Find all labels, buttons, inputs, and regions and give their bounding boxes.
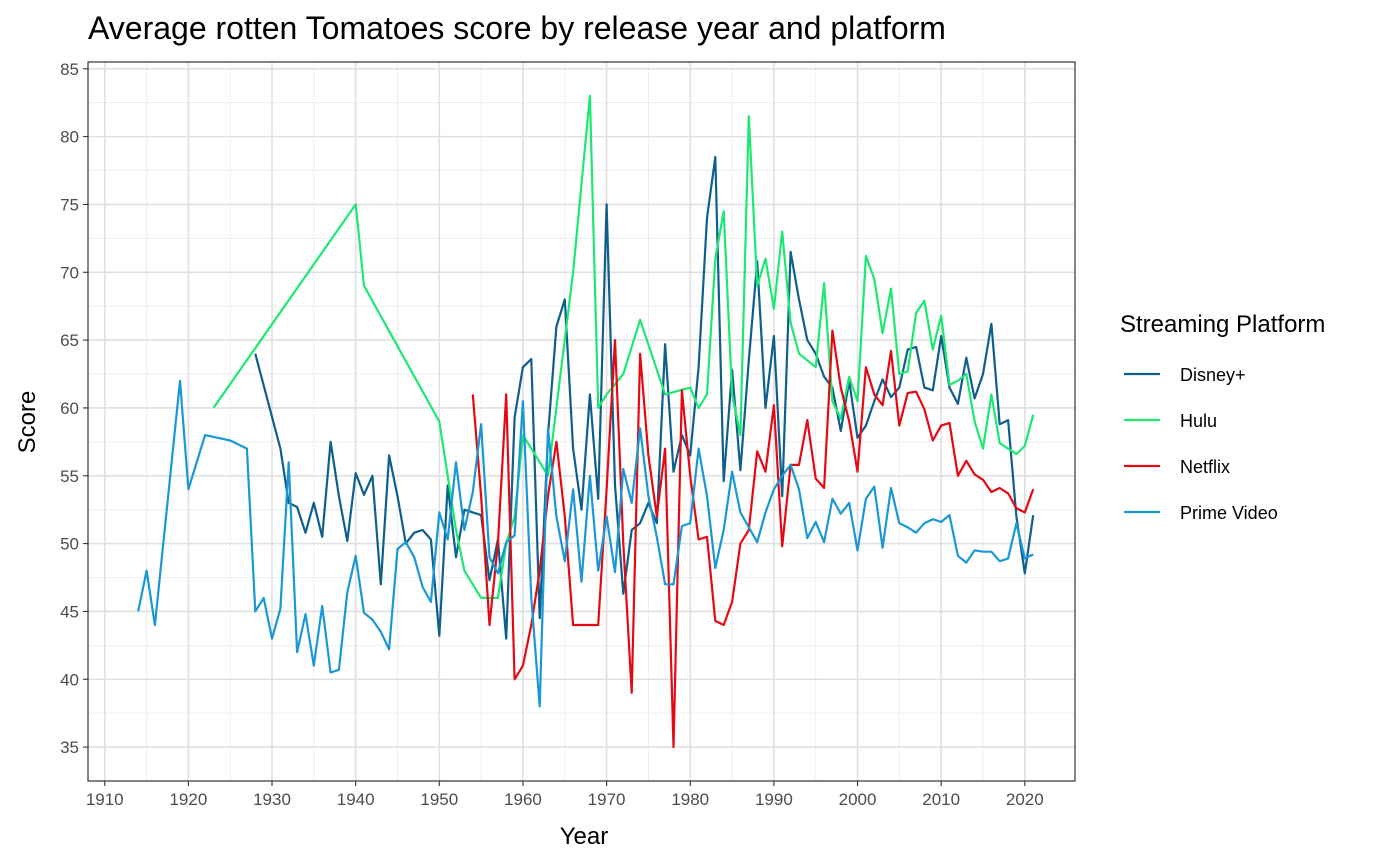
- y-tick-label: 40: [60, 670, 79, 689]
- x-tick-label: 1970: [588, 790, 626, 809]
- y-tick-label: 50: [60, 535, 79, 554]
- x-tick-label: 2010: [922, 790, 960, 809]
- x-tick-label: 2020: [1006, 790, 1044, 809]
- plot-panel-border: [87, 61, 1076, 782]
- x-axis-title: Year: [560, 823, 609, 850]
- y-tick-label: 55: [60, 467, 79, 486]
- x-tick-label: 1980: [671, 790, 709, 809]
- y-tick-label: 85: [60, 60, 79, 79]
- legend-items: Disney+ Hulu Netflix Prime Video: [1124, 365, 1278, 523]
- y-axis-title: Score: [14, 391, 41, 454]
- chart-title: Average rotten Tomatoes score by release…: [88, 10, 946, 46]
- x-tick-label: 1960: [504, 790, 542, 809]
- x-axis-ticks: 1910 1920 1930 1940 1950 1960 1970 1980 1990 2000…: [86, 781, 1044, 809]
- legend-label-disney: Disney+: [1180, 365, 1246, 385]
- x-tick-label: 2000: [839, 790, 877, 809]
- series-line-prime-video: [137, 379, 1034, 708]
- y-tick-label: 45: [60, 602, 79, 621]
- y-tick-label: 75: [60, 195, 79, 214]
- x-tick-label: 1990: [755, 790, 793, 809]
- y-tick-label: 80: [60, 128, 79, 147]
- legend: Streaming Platform Disney+ Hulu Netflix Pri…: [1120, 311, 1325, 523]
- x-tick-label: 1940: [337, 790, 375, 809]
- series-line-netflix: [471, 329, 1035, 749]
- x-tick-label: 1920: [169, 790, 207, 809]
- legend-label-netflix: Netflix: [1180, 457, 1230, 477]
- legend-label-prime-video: Prime Video: [1180, 503, 1278, 523]
- y-tick-label: 65: [60, 331, 79, 350]
- x-tick-label: 1930: [253, 790, 291, 809]
- y-tick-label: 70: [60, 263, 79, 282]
- major-gridlines: [88, 62, 1075, 781]
- y-tick-label: 35: [60, 738, 79, 757]
- x-tick-label: 1910: [86, 790, 124, 809]
- series-lines: [137, 94, 1035, 749]
- x-tick-label: 1950: [420, 790, 458, 809]
- legend-title: Streaming Platform: [1120, 311, 1325, 338]
- legend-label-hulu: Hulu: [1180, 411, 1217, 431]
- y-tick-label: 60: [60, 399, 79, 418]
- y-axis-ticks: 35 40 45 50 55 60 65 70 75 80 85: [60, 60, 88, 757]
